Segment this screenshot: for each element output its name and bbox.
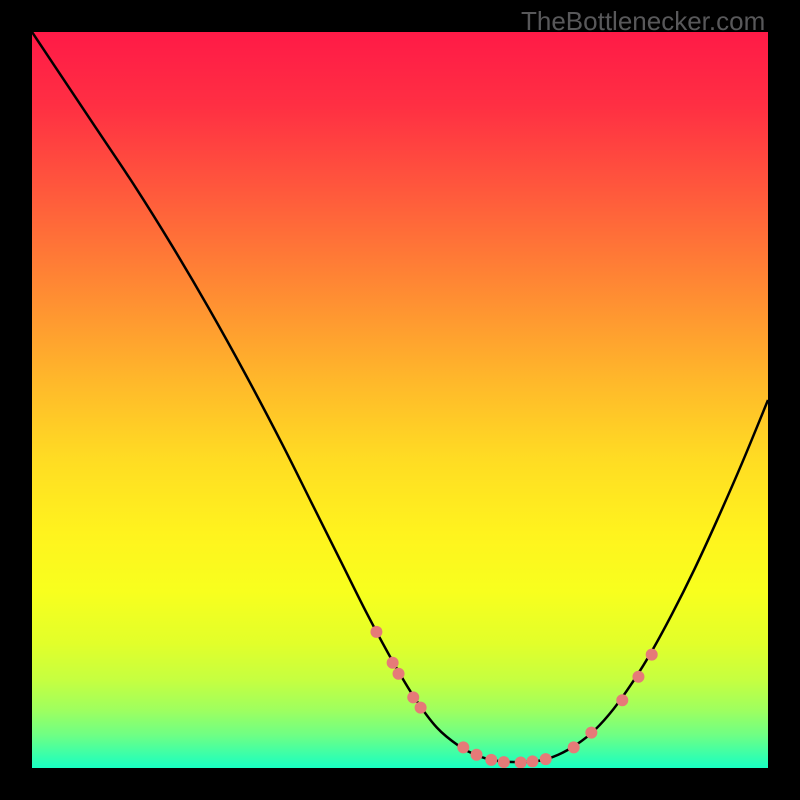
watermark-text: TheBottlenecker.com — [521, 6, 765, 37]
data-marker — [498, 756, 510, 768]
bottleneck-curve — [32, 32, 768, 762]
data-marker — [515, 756, 527, 768]
data-marker — [646, 649, 658, 661]
data-marker — [632, 671, 644, 683]
data-marker — [568, 741, 580, 753]
data-marker — [387, 657, 399, 669]
data-marker — [370, 626, 382, 638]
chart-canvas: TheBottlenecker.com — [0, 0, 800, 800]
data-marker — [393, 668, 405, 680]
data-marker — [457, 741, 469, 753]
data-marker — [471, 749, 483, 761]
data-marker — [616, 694, 628, 706]
data-marker — [526, 755, 538, 767]
curve-layer — [32, 32, 768, 768]
data-marker — [485, 754, 497, 766]
plot-area — [32, 32, 768, 768]
data-marker — [585, 727, 597, 739]
data-marker — [407, 691, 419, 703]
data-marker — [540, 753, 552, 765]
data-marker — [415, 702, 427, 714]
marker-group — [370, 626, 657, 768]
